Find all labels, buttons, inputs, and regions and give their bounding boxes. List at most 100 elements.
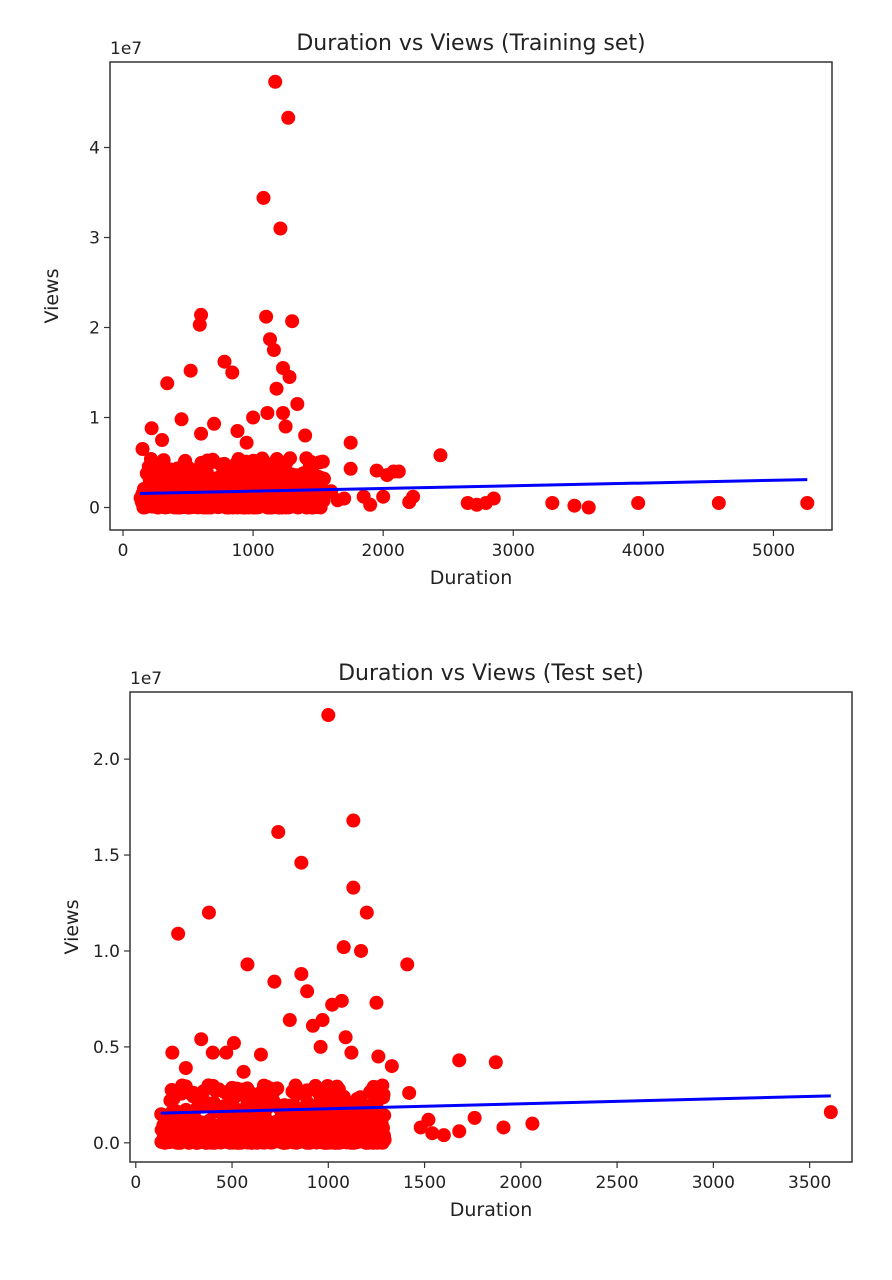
data-point [339,1098,354,1113]
data-point [436,1128,451,1143]
data-point [567,498,582,513]
y-tick-label: 1 [89,409,100,429]
data-point [172,465,187,480]
data-point [318,1135,333,1150]
y-tick-label: 3 [89,229,100,249]
data-point [225,500,240,515]
data-point [365,1122,380,1137]
data-point [343,435,358,450]
data-point [217,354,232,369]
data-point [263,1090,278,1105]
data-point [276,406,291,420]
regression-line [139,478,808,496]
data-point [823,1105,838,1120]
data-point [267,974,282,989]
data-point [313,1039,328,1054]
data-point [240,957,255,972]
data-point [344,1045,359,1060]
scatter-points [133,74,815,515]
data-point [194,1032,209,1047]
x-axis-label: Duration [450,1199,533,1221]
data-point [215,459,230,474]
y-tick-label: 0.5 [93,1038,120,1058]
data-point [234,1083,249,1098]
x-tick-label: 2000 [362,541,405,561]
data-point [181,500,196,515]
data-point [368,1098,383,1113]
data-point [194,426,209,441]
data-point [380,468,395,483]
data-point [402,1085,417,1100]
x-tick-label: 1000 [307,1173,350,1193]
data-point [282,1013,297,1028]
data-point [174,482,189,497]
data-point [338,1030,353,1045]
data-point [263,332,278,347]
data-point [343,461,358,476]
data-point [301,485,316,500]
x-tick-label: 2000 [499,1173,542,1193]
data-point [226,1036,241,1051]
x-tick-label: 0 [130,1173,141,1193]
data-point [255,1135,270,1150]
data-point [321,708,336,723]
data-point [286,1084,301,1099]
regression-line [160,1094,831,1115]
data-point [273,221,288,236]
data-point [259,309,274,324]
data-point [281,110,296,125]
data-point [196,1084,211,1099]
data-point [486,491,501,506]
data-point [201,905,216,920]
data-point [290,397,305,411]
data-point [452,1053,467,1068]
data-point [261,498,276,513]
test-set-plot: Duration vs Views (Test set) 1e7 0 500 1000 1… [61,661,853,1221]
data-point [391,464,406,479]
data-point [156,1118,171,1133]
data-point [211,1083,226,1098]
data-point [239,435,254,450]
data-point [346,880,361,895]
data-point [377,1132,392,1147]
data-point [219,1045,234,1060]
data-point [350,1092,365,1107]
data-point [488,1055,503,1070]
chart-title: Duration vs Views (Training set) [296,31,645,56]
data-point [187,1128,202,1143]
data-point [135,442,150,456]
x-tick-label: 5000 [752,541,795,561]
data-point [240,1135,255,1150]
data-point [294,967,309,981]
data-point [452,1124,467,1139]
data-point [256,468,271,483]
scatter-points [154,708,838,1150]
data-point [236,1064,251,1079]
data-point [291,1126,306,1141]
data-point [496,1120,511,1135]
y-tick-label: 2.0 [93,750,120,770]
data-point [178,1061,193,1075]
y-tick-label: 4 [89,139,100,159]
data-point [269,381,284,396]
y-tick-label: 1.0 [93,942,120,962]
x-tick-label: 3000 [492,541,535,561]
data-point [160,376,175,391]
data-point [233,466,248,481]
data-point [155,433,170,447]
data-point [384,1059,399,1074]
data-point [369,995,384,1010]
data-point [171,926,186,941]
data-point [352,1126,367,1141]
data-point [137,500,152,515]
data-point [312,455,327,470]
data-point [205,1045,220,1060]
data-point [161,473,176,488]
data-point [281,1130,296,1145]
data-point [230,424,245,438]
data-point [179,1085,194,1100]
data-point [240,1124,255,1139]
y-tick-label: 1.5 [93,846,120,866]
data-point [400,957,415,972]
data-point [406,489,421,504]
